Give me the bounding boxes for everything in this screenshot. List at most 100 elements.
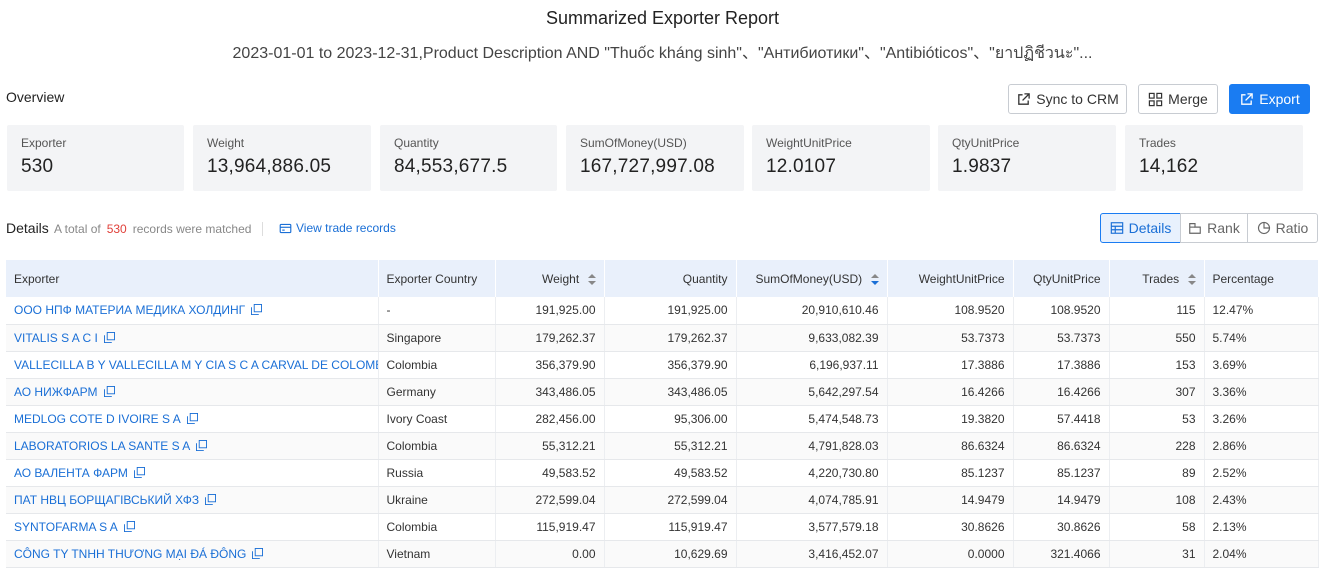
stat-label: Quantity — [394, 136, 439, 150]
cell-percentage: 5.74% — [1204, 324, 1319, 352]
exporter-link[interactable]: VITALIS S A C I — [14, 330, 98, 345]
column-header-trades[interactable]: Trades — [1109, 260, 1205, 297]
cell-exporter: LABORATORIOS LA SANTE S A — [6, 432, 379, 460]
cell-weight-unit-price: 17.3886 — [887, 351, 1014, 379]
cell-country: Russia — [378, 459, 496, 487]
cell-percentage: 2.04% — [1204, 540, 1319, 568]
cell-sum-of-money: 3,416,452.07 — [736, 540, 888, 568]
cell-trades: 153 — [1109, 351, 1205, 379]
stat-trades: Trades 14,162 — [1125, 125, 1303, 191]
cell-trades: 89 — [1109, 459, 1205, 487]
column-header-weight-unit-price[interactable]: WeightUnitPrice — [887, 260, 1014, 297]
stat-qty-unit-price: QtyUnitPrice 1.9837 — [938, 125, 1116, 191]
cell-sum-of-money: 6,196,937.11 — [736, 351, 888, 379]
tab-rank-label: Rank — [1207, 220, 1240, 236]
exporter-link[interactable]: LABORATORIOS LA SANTE S A — [14, 438, 191, 453]
cell-percentage: 3.69% — [1204, 351, 1319, 379]
column-header-weight[interactable]: Weight — [495, 260, 605, 297]
records-suffix: records were matched — [132, 222, 252, 236]
cell-weight: 356,379.90 — [495, 351, 605, 379]
sort-icon[interactable] — [1187, 273, 1196, 285]
cell-trades: 53 — [1109, 405, 1205, 433]
records-summary: A total of 530 records were matched — [54, 222, 251, 236]
copy-icon[interactable] — [251, 304, 263, 316]
merge-button[interactable]: Merge — [1138, 84, 1218, 114]
copy-icon[interactable] — [196, 439, 208, 451]
stat-label: Weight — [207, 136, 245, 150]
cell-exporter: АО НИЖФАРМ — [6, 378, 379, 406]
column-header-quantity[interactable]: Quantity — [604, 260, 737, 297]
exporter-link[interactable]: MEDLOG COTE D IVOIRE S A — [14, 411, 181, 426]
stat-value: 167,727,997.08 — [580, 156, 715, 177]
column-header-label: Quantity — [682, 271, 728, 286]
table-row: VITALIS S A C I Singapore 179,262.37 179,26… — [6, 324, 1319, 352]
stat-value: 13,964,886.05 — [207, 156, 332, 177]
stat-value: 14,162 — [1139, 156, 1199, 177]
column-header-label: Exporter Country — [386, 271, 478, 286]
cell-weight: 55,312.21 — [495, 432, 605, 460]
column-header-label: Weight — [542, 271, 580, 286]
copy-icon[interactable] — [252, 547, 264, 559]
cell-exporter: VALLECILLA B Y VALLECILLA M Y CIA S C A … — [6, 351, 379, 379]
cell-trades: 228 — [1109, 432, 1205, 460]
exporter-link[interactable]: SYNTOFARMA S A — [14, 519, 118, 534]
report-title: Summarized Exporter Report — [545, 8, 780, 28]
tab-ratio-label: Ratio — [1275, 220, 1309, 236]
copy-icon[interactable] — [133, 466, 145, 478]
cell-weight: 343,486.05 — [495, 378, 605, 406]
tab-ratio[interactable]: Ratio — [1247, 213, 1318, 243]
stat-weight-unit-price: WeightUnitPrice 12.0107 — [752, 125, 930, 191]
column-header-exporter[interactable]: Exporter — [6, 260, 379, 297]
tab-rank[interactable]: Rank — [1180, 213, 1248, 243]
column-header-sum-of-money[interactable]: SumOfMoney(USD) — [736, 260, 888, 297]
exporter-link[interactable]: VALLECILLA B Y VALLECILLA M Y CIA S C A … — [14, 357, 378, 372]
card-icon — [279, 223, 292, 233]
table-row: CÔNG TY TNHH THƯƠNG MẠI ĐÁ ĐÔNG Vietnam 0.… — [6, 540, 1319, 568]
cell-country: Ivory Coast — [378, 405, 496, 433]
export-button[interactable]: Export — [1229, 84, 1310, 114]
cell-qty-unit-price: 30.8626 — [1013, 513, 1110, 541]
exporter-link[interactable]: ПАТ НВЦ БОРЩАГІВСЬКИЙ ХФЗ — [14, 492, 200, 507]
cell-quantity: 356,379.90 — [604, 351, 737, 379]
cell-trades: 307 — [1109, 378, 1205, 406]
cell-weight-unit-price: 30.8626 — [887, 513, 1014, 541]
exporter-link[interactable]: АО ВАЛЕНТА ФАРМ — [14, 465, 128, 480]
cell-trades: 31 — [1109, 540, 1205, 568]
exporter-link[interactable]: АО НИЖФАРМ — [14, 384, 98, 399]
cell-weight: 179,262.37 — [495, 324, 605, 352]
sort-icon[interactable] — [587, 273, 596, 285]
cell-qty-unit-price: 108.9520 — [1013, 297, 1110, 325]
exporter-link[interactable]: ООО НПФ МАТЕРИА МЕДИКА ХОЛДИНГ — [14, 303, 246, 318]
details-heading: Details — [6, 220, 49, 236]
copy-icon[interactable] — [103, 331, 115, 343]
sort-icon[interactable] — [870, 273, 879, 285]
copy-icon[interactable] — [205, 493, 217, 505]
report-subtitle: 2023-01-01 to 2023-12-31,Product Descrip… — [232, 45, 1093, 62]
cell-quantity: 55,312.21 — [604, 432, 737, 460]
view-trade-records-link[interactable]: View trade records — [279, 221, 396, 235]
cell-country: Vietnam — [378, 540, 496, 568]
sync-to-crm-button[interactable]: Sync to CRM — [1008, 84, 1127, 114]
table-row: LABORATORIOS LA SANTE S A Colombia 55,312.… — [6, 432, 1319, 460]
exporter-link[interactable]: CÔNG TY TNHH THƯƠNG MẠI ĐÁ ĐÔNG — [14, 546, 247, 561]
column-header-percentage[interactable]: Percentage — [1204, 260, 1319, 297]
cell-country: - — [378, 297, 496, 325]
cell-quantity: 191,925.00 — [604, 297, 737, 325]
cell-qty-unit-price: 85.1237 — [1013, 459, 1110, 487]
copy-icon[interactable] — [103, 385, 115, 397]
tab-details[interactable]: Details — [1100, 213, 1181, 243]
stat-label: Trades — [1139, 136, 1176, 150]
cell-exporter: MEDLOG COTE D IVOIRE S A — [6, 405, 379, 433]
copy-icon[interactable] — [123, 520, 135, 532]
cell-country: Colombia — [378, 351, 496, 379]
column-header-exporter-country[interactable]: Exporter Country — [378, 260, 496, 297]
copy-icon[interactable] — [186, 412, 198, 424]
cell-percentage: 3.26% — [1204, 405, 1319, 433]
rank-icon — [1189, 223, 1201, 234]
cell-weight-unit-price: 108.9520 — [887, 297, 1014, 325]
column-header-qty-unit-price[interactable]: QtyUnitPrice — [1013, 260, 1110, 297]
cell-qty-unit-price: 86.6324 — [1013, 432, 1110, 460]
column-header-label: Exporter — [14, 271, 60, 286]
cell-weight: 49,583.52 — [495, 459, 605, 487]
cell-trades: 58 — [1109, 513, 1205, 541]
